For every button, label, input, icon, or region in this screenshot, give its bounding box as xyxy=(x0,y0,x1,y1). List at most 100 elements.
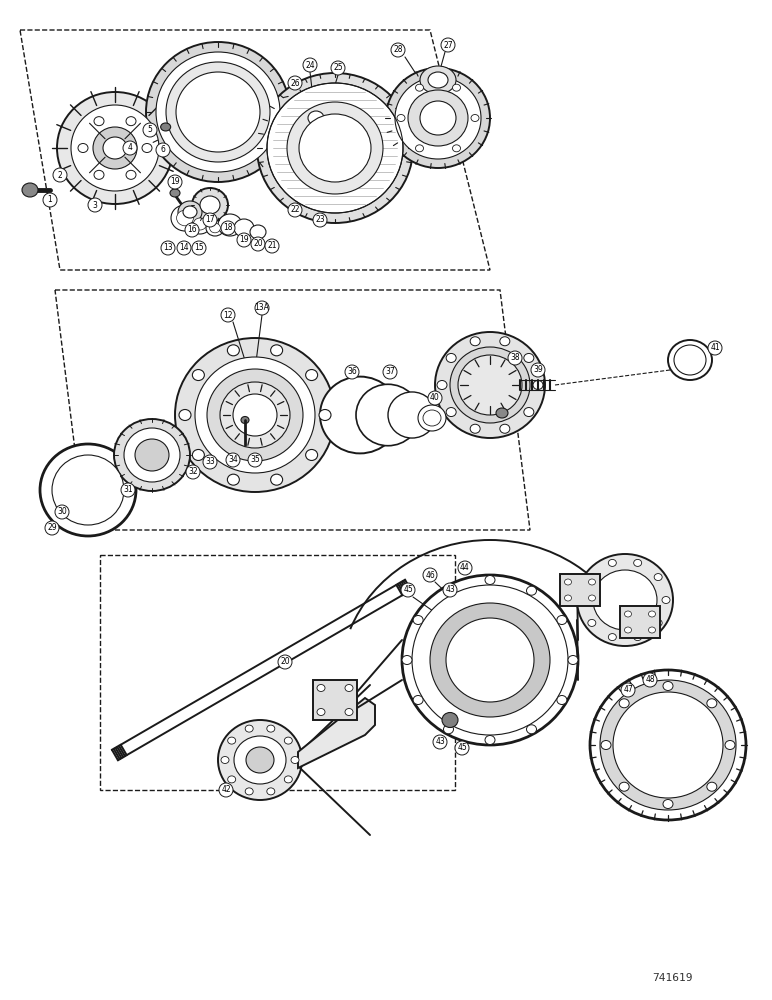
Circle shape xyxy=(331,61,345,75)
Circle shape xyxy=(53,168,67,182)
Text: 17: 17 xyxy=(205,216,215,225)
Circle shape xyxy=(121,483,135,497)
Ellipse shape xyxy=(221,756,229,764)
Ellipse shape xyxy=(245,788,253,795)
Circle shape xyxy=(161,241,175,255)
Circle shape xyxy=(621,683,635,697)
Circle shape xyxy=(43,193,57,207)
Text: 48: 48 xyxy=(645,676,655,684)
Text: 22: 22 xyxy=(290,206,300,215)
Ellipse shape xyxy=(156,52,280,172)
Circle shape xyxy=(192,241,206,255)
Ellipse shape xyxy=(619,782,629,791)
Ellipse shape xyxy=(218,720,302,800)
Circle shape xyxy=(303,58,317,72)
Circle shape xyxy=(219,783,233,797)
Text: 20: 20 xyxy=(253,239,262,248)
Text: 45: 45 xyxy=(403,585,413,594)
Ellipse shape xyxy=(564,595,571,601)
Ellipse shape xyxy=(648,627,655,633)
Ellipse shape xyxy=(228,737,235,744)
Ellipse shape xyxy=(192,370,205,381)
Text: 2: 2 xyxy=(58,170,63,180)
Ellipse shape xyxy=(175,338,335,492)
Ellipse shape xyxy=(299,114,371,182)
Ellipse shape xyxy=(114,419,190,491)
Ellipse shape xyxy=(250,225,266,239)
Ellipse shape xyxy=(601,740,611,750)
Ellipse shape xyxy=(146,42,290,182)
Text: 45: 45 xyxy=(457,744,467,752)
Ellipse shape xyxy=(443,725,453,734)
Text: 18: 18 xyxy=(223,224,232,232)
Text: 13: 13 xyxy=(163,243,173,252)
Ellipse shape xyxy=(613,692,723,798)
Ellipse shape xyxy=(418,405,446,431)
Ellipse shape xyxy=(499,337,510,346)
Polygon shape xyxy=(298,698,375,768)
Ellipse shape xyxy=(557,615,567,624)
Ellipse shape xyxy=(40,444,136,536)
Text: 40: 40 xyxy=(430,393,440,402)
Ellipse shape xyxy=(590,670,746,820)
Ellipse shape xyxy=(707,782,717,791)
Ellipse shape xyxy=(103,137,127,159)
Text: 34: 34 xyxy=(228,456,238,464)
Circle shape xyxy=(455,741,469,755)
Ellipse shape xyxy=(580,596,588,603)
Ellipse shape xyxy=(423,410,441,426)
Ellipse shape xyxy=(420,101,456,135)
Ellipse shape xyxy=(345,708,353,716)
Ellipse shape xyxy=(52,455,124,525)
Text: 25: 25 xyxy=(334,64,343,73)
Text: 33: 33 xyxy=(205,458,215,466)
Polygon shape xyxy=(620,606,660,638)
Ellipse shape xyxy=(166,62,270,162)
Text: 41: 41 xyxy=(710,344,720,353)
Text: 16: 16 xyxy=(187,226,197,234)
Ellipse shape xyxy=(452,145,461,152)
Text: 29: 29 xyxy=(47,524,57,532)
Circle shape xyxy=(55,505,69,519)
Circle shape xyxy=(265,239,279,253)
Text: 37: 37 xyxy=(385,367,394,376)
Text: 20: 20 xyxy=(280,658,290,666)
Circle shape xyxy=(251,237,265,251)
Ellipse shape xyxy=(388,392,436,438)
Ellipse shape xyxy=(446,618,534,702)
Ellipse shape xyxy=(435,332,545,438)
Ellipse shape xyxy=(319,410,331,420)
Text: 42: 42 xyxy=(222,786,231,794)
Circle shape xyxy=(313,213,327,227)
Circle shape xyxy=(177,241,191,255)
Text: 15: 15 xyxy=(195,243,204,252)
Ellipse shape xyxy=(207,369,303,461)
Ellipse shape xyxy=(245,725,253,732)
Circle shape xyxy=(643,673,657,687)
Ellipse shape xyxy=(634,634,642,641)
Ellipse shape xyxy=(345,684,353,692)
Ellipse shape xyxy=(135,439,169,471)
Ellipse shape xyxy=(663,800,673,808)
Ellipse shape xyxy=(458,355,522,415)
Ellipse shape xyxy=(625,627,631,633)
Ellipse shape xyxy=(428,72,448,88)
Ellipse shape xyxy=(267,725,275,732)
Ellipse shape xyxy=(78,143,88,152)
Circle shape xyxy=(248,453,262,467)
Ellipse shape xyxy=(524,408,533,417)
Circle shape xyxy=(383,365,397,379)
Circle shape xyxy=(401,583,415,597)
Ellipse shape xyxy=(524,353,533,362)
Ellipse shape xyxy=(470,424,480,433)
Text: 28: 28 xyxy=(393,45,403,54)
Ellipse shape xyxy=(271,474,283,485)
Text: 47: 47 xyxy=(623,686,633,694)
Ellipse shape xyxy=(317,708,325,716)
Ellipse shape xyxy=(124,428,180,482)
Circle shape xyxy=(443,583,457,597)
Ellipse shape xyxy=(179,410,191,420)
Ellipse shape xyxy=(206,220,224,236)
Ellipse shape xyxy=(386,68,490,168)
Circle shape xyxy=(278,655,292,669)
